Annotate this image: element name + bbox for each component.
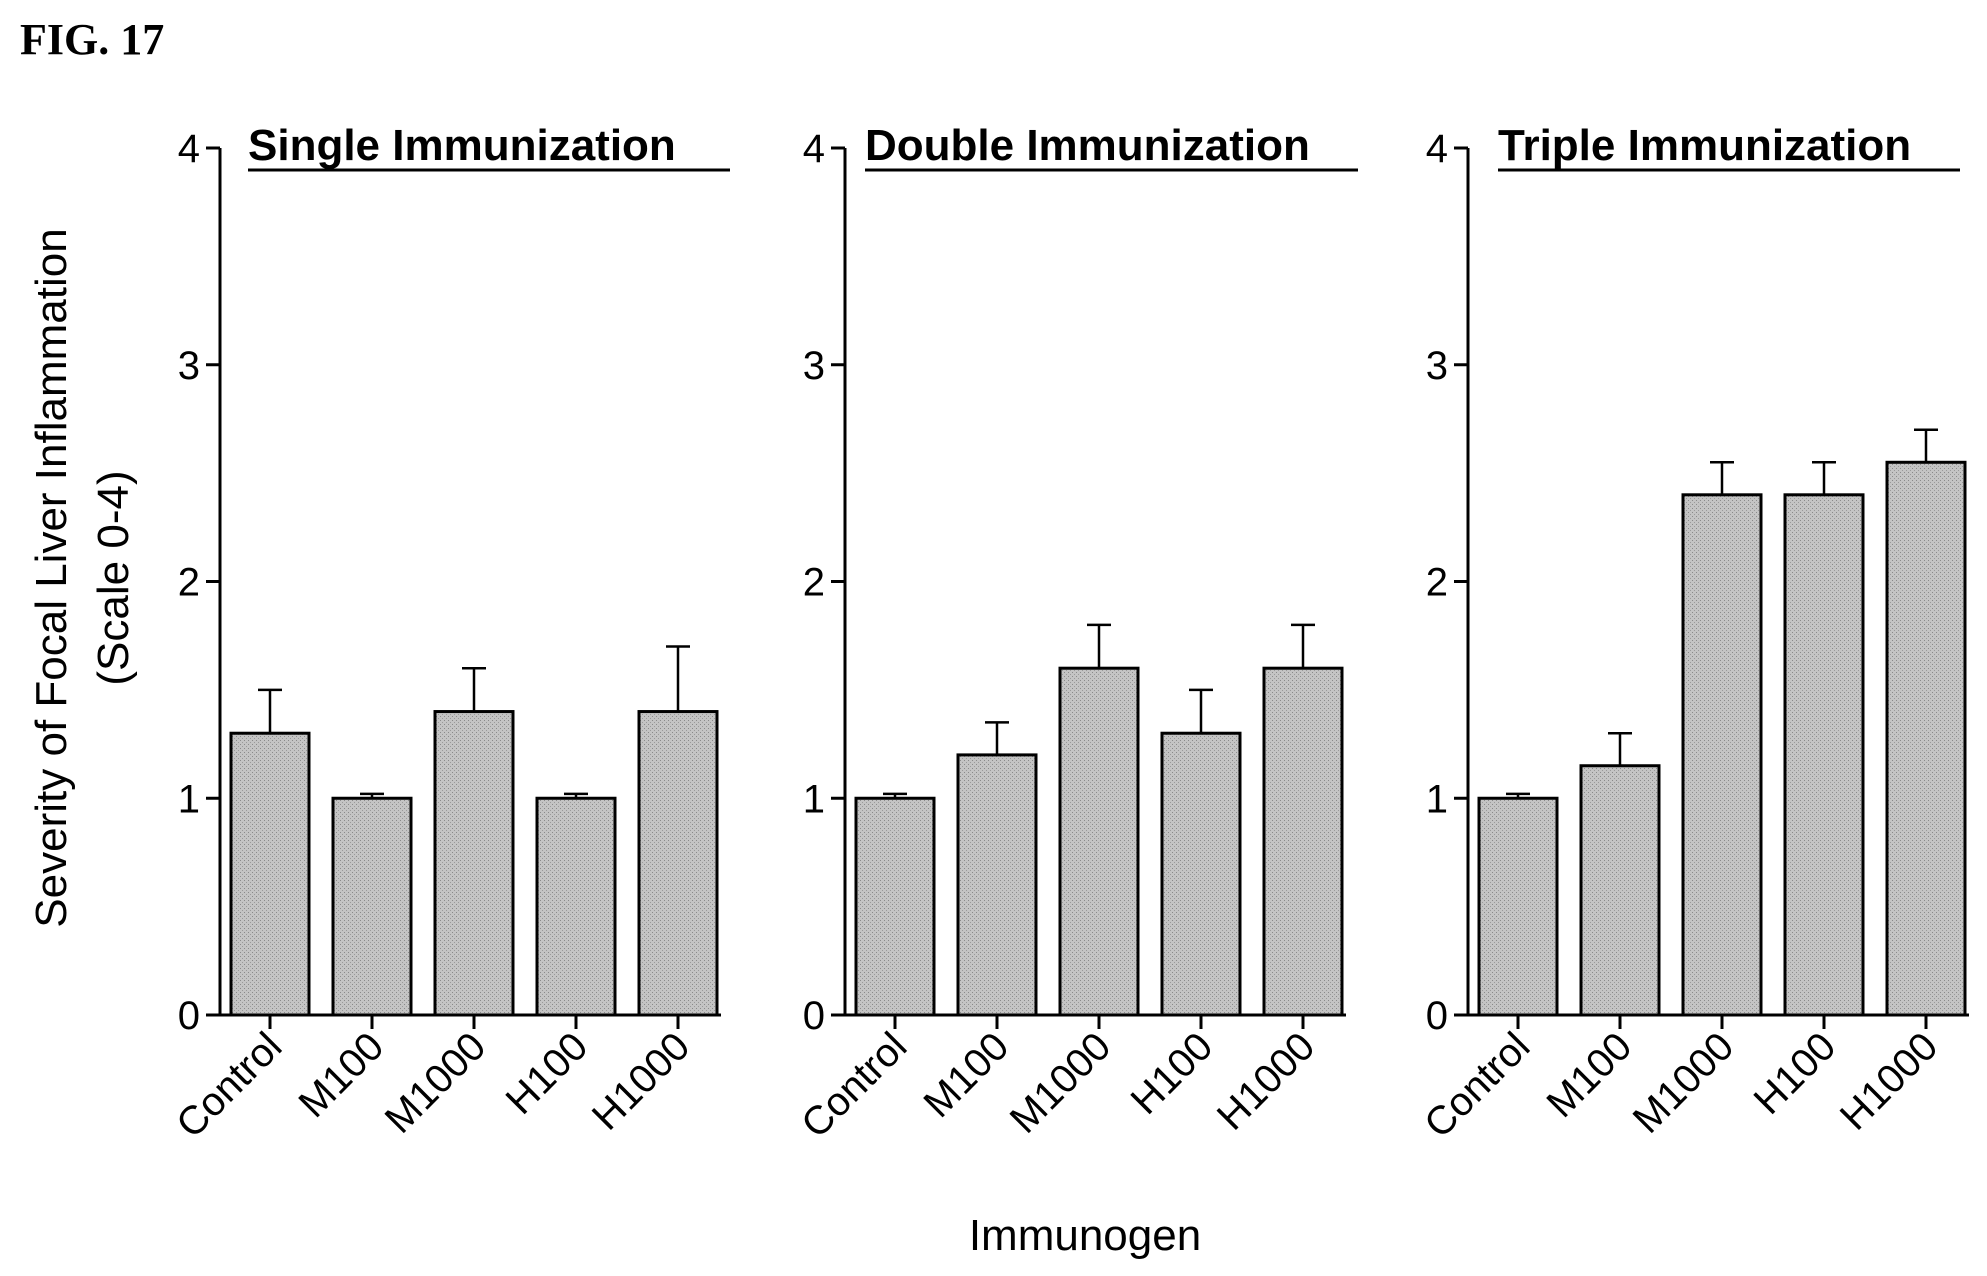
x-category-label: Control	[1416, 1024, 1538, 1146]
y-tick-label: 1	[178, 777, 200, 821]
y-tick-label: 2	[803, 561, 825, 605]
y-tick-label: 0	[178, 994, 200, 1038]
x-category-label: H100	[1123, 1024, 1222, 1123]
bar	[331, 796, 413, 1017]
x-category-label: H100	[1746, 1024, 1845, 1123]
bar	[1160, 731, 1242, 1017]
y-tick-label: 4	[1426, 127, 1448, 171]
bar	[535, 796, 617, 1017]
bar	[1058, 666, 1140, 1017]
y-axis-title-line1: Severity of Focal Liver Inflammation	[27, 228, 76, 927]
x-category-label: H1000	[1209, 1024, 1323, 1138]
y-tick-label: 4	[178, 127, 200, 171]
x-category-label: M1000	[1625, 1024, 1743, 1142]
bar	[1262, 666, 1344, 1017]
figure-label: FIG. 17	[20, 15, 165, 64]
bar	[433, 710, 515, 1017]
bar	[1579, 764, 1661, 1017]
bar	[637, 710, 719, 1017]
panel-title: Single Immunization	[248, 121, 676, 170]
bar	[1681, 493, 1763, 1017]
x-axis-title: Immunogen	[969, 1211, 1201, 1260]
bar	[956, 753, 1038, 1017]
y-tick-label: 2	[1426, 561, 1448, 605]
y-tick-label: 2	[178, 561, 200, 605]
y-tick-label: 0	[803, 994, 825, 1038]
bar	[229, 731, 311, 1017]
x-category-label: Control	[793, 1024, 915, 1146]
y-tick-label: 3	[1426, 344, 1448, 388]
bar	[854, 796, 936, 1017]
y-tick-label: 3	[178, 344, 200, 388]
bar	[1783, 493, 1865, 1017]
x-category-label: Control	[168, 1024, 290, 1146]
y-tick-label: 4	[803, 127, 825, 171]
x-category-label: M1000	[1002, 1024, 1120, 1142]
x-category-label: H100	[498, 1024, 597, 1123]
x-category-label: H1000	[584, 1024, 698, 1138]
x-category-label: M1000	[377, 1024, 495, 1142]
bar	[1885, 460, 1967, 1017]
y-axis-title-line2: (Scale 0-4)	[89, 470, 138, 685]
y-tick-label: 3	[803, 344, 825, 388]
bar	[1477, 796, 1559, 1017]
panel-title: Double Immunization	[865, 121, 1310, 170]
y-tick-label: 0	[1426, 994, 1448, 1038]
y-tick-label: 1	[1426, 777, 1448, 821]
panel-title: Triple Immunization	[1498, 121, 1911, 170]
y-tick-label: 1	[803, 777, 825, 821]
x-category-label: H1000	[1832, 1024, 1946, 1138]
